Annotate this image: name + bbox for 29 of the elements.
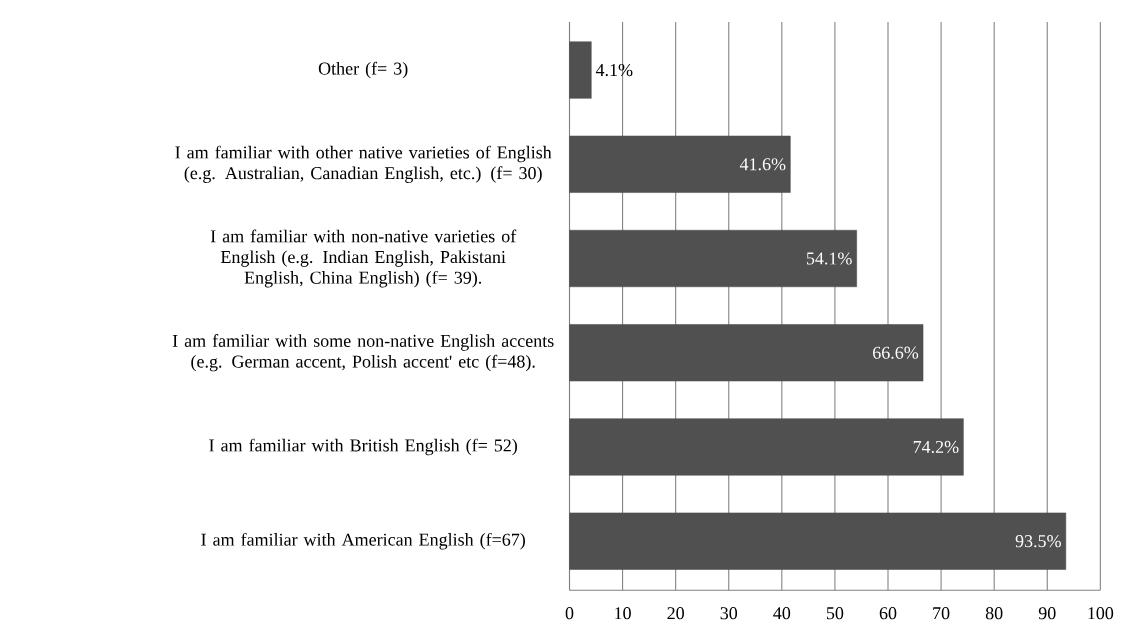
y-tick-label: I am familiar with non-native varieties of English (e.g. Indian English, Pakistani English, China English) (f= 39). <box>210 229 517 288</box>
x-tick-label: 10 <box>615 607 631 620</box>
x-tick-label: 100 <box>1088 607 1114 620</box>
data-label: 4.1% <box>595 63 633 77</box>
y-tick-label: Other (f= 3) <box>318 61 408 79</box>
bar <box>569 418 964 476</box>
data-label: 54.1% <box>806 252 852 265</box>
y-tick-label: I am familiar with other native varieties of English (e.g. Australian, Canadian English, etc.) (f= 30) <box>175 145 552 183</box>
data-label: 66.6% <box>873 346 919 359</box>
x-tick-label: 60 <box>879 607 897 620</box>
x-tick-label: 90 <box>1038 607 1056 620</box>
bar <box>569 41 592 99</box>
y-tick-label: I am familiar with American English (f=67) <box>201 532 525 550</box>
x-tick-label: 30 <box>720 607 738 620</box>
bar <box>569 512 1067 570</box>
x-tick-label: 80 <box>985 607 1003 620</box>
bar <box>569 135 791 193</box>
bar <box>569 229 857 287</box>
bar <box>569 324 924 382</box>
x-tick-label: 20 <box>667 607 684 620</box>
data-label: 41.6% <box>739 158 786 171</box>
data-label: 74.2% <box>913 440 959 453</box>
x-tick-label: 70 <box>933 607 950 620</box>
x-tick-label: 40 <box>773 607 791 620</box>
x-tick-label: 0 <box>565 607 574 620</box>
y-tick-label: I am familiar with British English (f= 52) <box>209 438 518 456</box>
x-tick-label: 50 <box>826 607 844 620</box>
data-label: 93.5% <box>1015 534 1061 548</box>
y-tick-label: I am familiar with some non-native English accents (e.g. German accent, Polish accent' etc (f=48). <box>172 334 554 372</box>
